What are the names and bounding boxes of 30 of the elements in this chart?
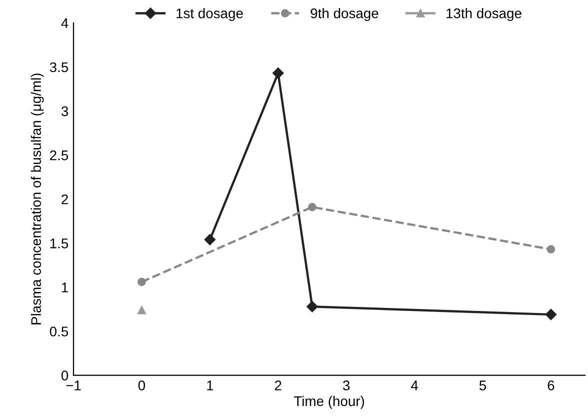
point: [204, 234, 216, 246]
x-tick-label: 6: [548, 380, 554, 390]
y-tick-label: 0: [61, 370, 68, 380]
point: [138, 306, 146, 314]
point: [545, 308, 557, 320]
legend-label: 13th dosage: [446, 8, 522, 22]
x-tick-label: 1: [207, 380, 214, 390]
y-tick-label: 2.5: [50, 150, 68, 160]
y-tick-label: 4: [61, 18, 68, 28]
legend-label: 9th dosage: [310, 8, 378, 22]
legend-label: 1st dosage: [176, 8, 243, 22]
y-tick-label: 3: [61, 106, 68, 116]
x-tick-label: −1: [66, 380, 81, 390]
x-axis-title: Time (hour): [294, 396, 364, 409]
point: [138, 278, 146, 286]
point: [272, 68, 284, 79]
y-tick-label: 1.5: [50, 238, 68, 248]
y-axis-title: Plasma concentration of busulfan (μg/ml): [30, 74, 44, 324]
x-tick-label: 0: [138, 380, 146, 390]
x-tick-label: 2: [274, 380, 282, 390]
x-tick-label: 5: [479, 380, 486, 390]
x-tick-label: 4: [410, 380, 418, 390]
point: [308, 202, 316, 212]
y-tick-label: 3.5: [50, 62, 68, 72]
point: [546, 245, 556, 254]
y-tick-label: 2: [62, 194, 68, 204]
x-tick-label: 3: [343, 380, 350, 390]
point: [306, 300, 318, 312]
y-tick-label: 1: [62, 282, 68, 292]
y-tick-label: 0.5: [50, 326, 68, 336]
